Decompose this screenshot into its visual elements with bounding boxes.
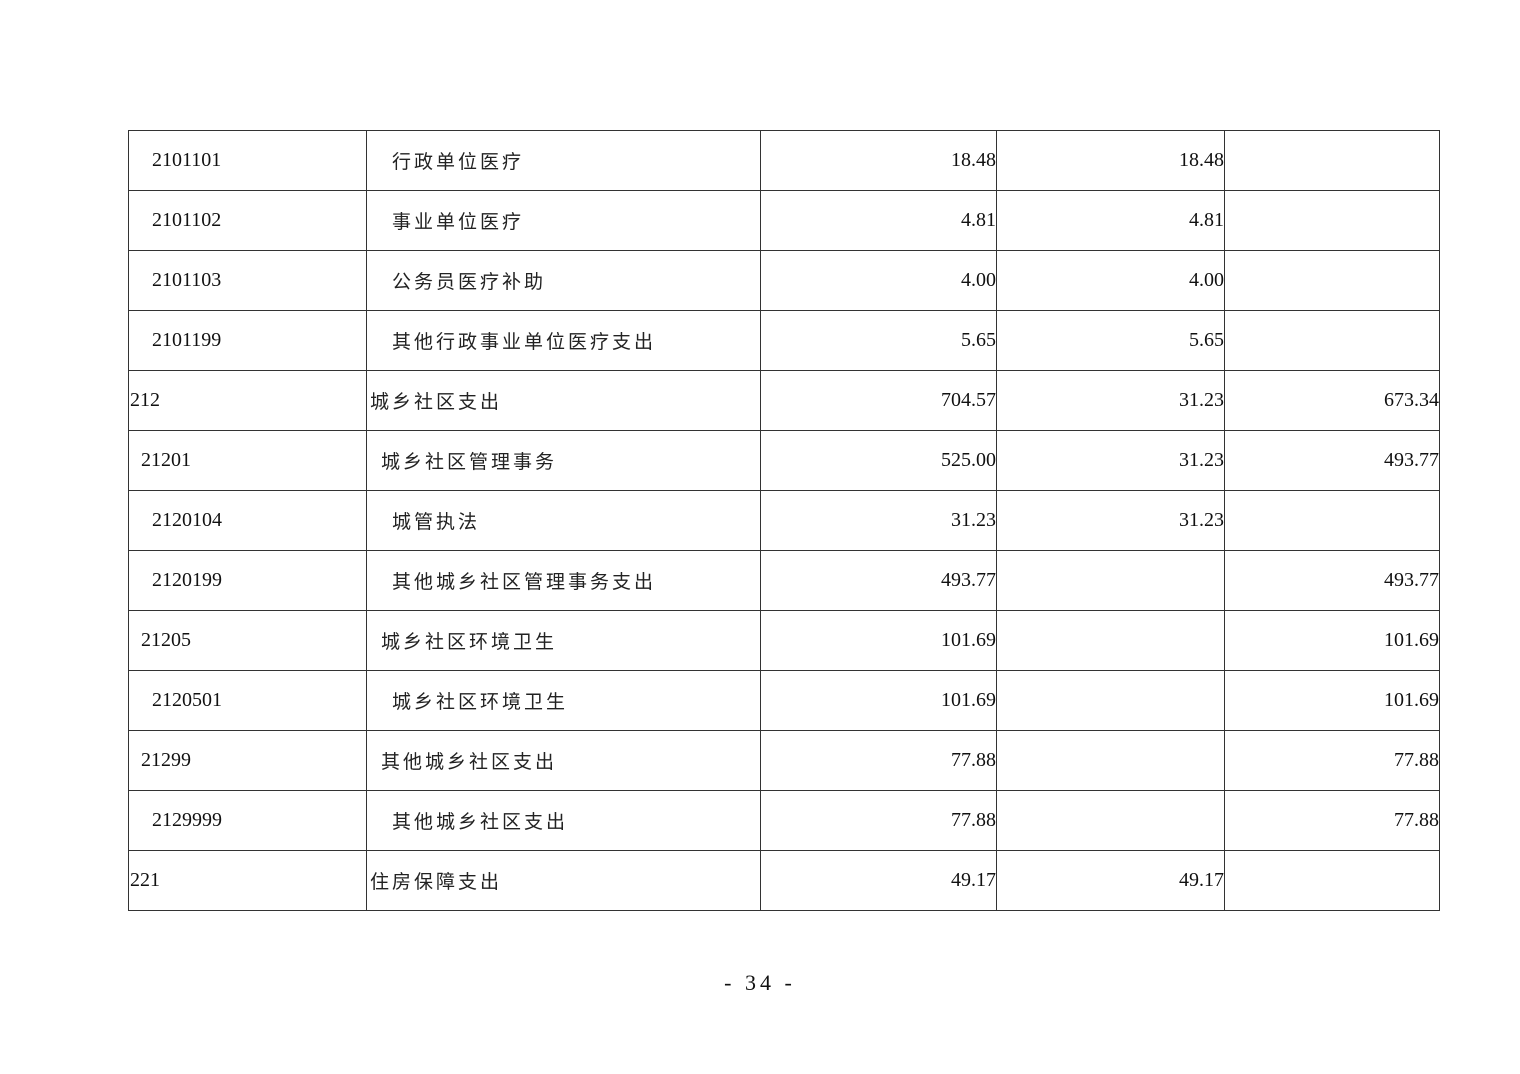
table-row: 21205 城乡社区环境卫生 101.69 101.69 xyxy=(128,610,1440,671)
subject-code: 212 xyxy=(128,370,367,431)
subject-code: 2120104 xyxy=(128,490,367,551)
table-row: 2120104 城管执法 31.23 31.23 xyxy=(128,490,1440,551)
subject-name: 其他城乡社区支出 xyxy=(366,790,761,851)
project-expenditure: 101.69 xyxy=(1224,610,1440,671)
table-row: 221 住房保障支出 49.17 49.17 xyxy=(128,850,1440,911)
table-row: 2129999 其他城乡社区支出 77.88 77.88 xyxy=(128,790,1440,851)
subject-name: 城乡社区支出 xyxy=(366,370,761,431)
total-amount: 77.88 xyxy=(760,730,997,791)
table-row: 2101101 行政单位医疗 18.48 18.48 xyxy=(128,130,1440,191)
basic-expenditure: 31.23 xyxy=(996,370,1225,431)
subject-name: 其他行政事业单位医疗支出 xyxy=(366,310,761,371)
table-row: 2120501 城乡社区环境卫生 101.69 101.69 xyxy=(128,670,1440,731)
project-expenditure: 493.77 xyxy=(1224,550,1440,611)
table-row: 21201 城乡社区管理事务 525.00 31.23 493.77 xyxy=(128,430,1440,491)
total-amount: 4.00 xyxy=(760,250,997,311)
basic-expenditure xyxy=(996,610,1225,671)
total-amount: 31.23 xyxy=(760,490,997,551)
subject-name: 城乡社区管理事务 xyxy=(366,430,761,491)
basic-expenditure xyxy=(996,670,1225,731)
total-amount: 101.69 xyxy=(760,670,997,731)
total-amount: 4.81 xyxy=(760,190,997,251)
total-amount: 77.88 xyxy=(760,790,997,851)
basic-expenditure: 4.81 xyxy=(996,190,1225,251)
table-row: 2101103 公务员医疗补助 4.00 4.00 xyxy=(128,250,1440,311)
budget-table: 2101101 行政单位医疗 18.48 18.48 2101102 事业单位医疗 4.81… xyxy=(128,130,1440,911)
project-expenditure xyxy=(1224,310,1440,371)
total-amount: 525.00 xyxy=(760,430,997,491)
subject-code: 21201 xyxy=(128,430,367,491)
table-row: 2101199 其他行政事业单位医疗支出 5.65 5.65 xyxy=(128,310,1440,371)
subject-name: 城乡社区环境卫生 xyxy=(366,610,761,671)
subject-name: 行政单位医疗 xyxy=(366,130,761,191)
table-row: 21299 其他城乡社区支出 77.88 77.88 xyxy=(128,730,1440,791)
basic-expenditure: 18.48 xyxy=(996,130,1225,191)
subject-code: 2101102 xyxy=(128,190,367,251)
subject-name: 其他城乡社区支出 xyxy=(366,730,761,791)
project-expenditure: 101.69 xyxy=(1224,670,1440,731)
basic-expenditure xyxy=(996,550,1225,611)
project-expenditure xyxy=(1224,850,1440,911)
basic-expenditure xyxy=(996,790,1225,851)
table-row: 212 城乡社区支出 704.57 31.23 673.34 xyxy=(128,370,1440,431)
project-expenditure: 493.77 xyxy=(1224,430,1440,491)
subject-code: 2129999 xyxy=(128,790,367,851)
basic-expenditure: 4.00 xyxy=(996,250,1225,311)
total-amount: 5.65 xyxy=(760,310,997,371)
basic-expenditure: 31.23 xyxy=(996,490,1225,551)
project-expenditure: 77.88 xyxy=(1224,790,1440,851)
subject-code: 2101199 xyxy=(128,310,367,371)
page-number: - 34 - xyxy=(724,970,796,995)
subject-name: 公务员医疗补助 xyxy=(366,250,761,311)
total-amount: 704.57 xyxy=(760,370,997,431)
project-expenditure: 673.34 xyxy=(1224,370,1440,431)
subject-name: 住房保障支出 xyxy=(366,850,761,911)
subject-code: 21205 xyxy=(128,610,367,671)
total-amount: 493.77 xyxy=(760,550,997,611)
subject-code: 221 xyxy=(128,850,367,911)
subject-code: 2120199 xyxy=(128,550,367,611)
subject-name: 事业单位医疗 xyxy=(366,190,761,251)
total-amount: 18.48 xyxy=(760,130,997,191)
basic-expenditure: 49.17 xyxy=(996,850,1225,911)
total-amount: 49.17 xyxy=(760,850,997,911)
basic-expenditure: 5.65 xyxy=(996,310,1225,371)
total-amount: 101.69 xyxy=(760,610,997,671)
subject-code: 2120501 xyxy=(128,670,367,731)
table-row: 2120199 其他城乡社区管理事务支出 493.77 493.77 xyxy=(128,550,1440,611)
project-expenditure xyxy=(1224,490,1440,551)
table-row: 2101102 事业单位医疗 4.81 4.81 xyxy=(128,190,1440,251)
subject-code: 2101103 xyxy=(128,250,367,311)
project-expenditure: 77.88 xyxy=(1224,730,1440,791)
basic-expenditure xyxy=(996,730,1225,791)
subject-code: 21299 xyxy=(128,730,367,791)
subject-name: 其他城乡社区管理事务支出 xyxy=(366,550,761,611)
project-expenditure xyxy=(1224,190,1440,251)
project-expenditure xyxy=(1224,130,1440,191)
subject-name: 城管执法 xyxy=(366,490,761,551)
subject-code: 2101101 xyxy=(128,130,367,191)
project-expenditure xyxy=(1224,250,1440,311)
subject-name: 城乡社区环境卫生 xyxy=(366,670,761,731)
basic-expenditure: 31.23 xyxy=(996,430,1225,491)
